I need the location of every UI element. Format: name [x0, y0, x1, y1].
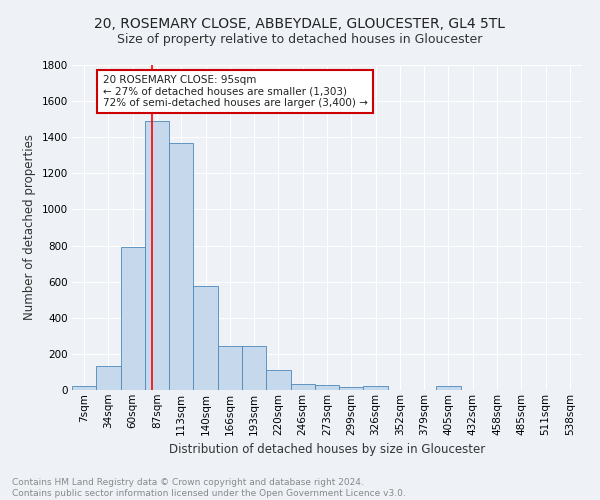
Bar: [266, 370, 290, 390]
Bar: [145, 121, 169, 390]
Bar: [436, 386, 461, 390]
Bar: [242, 346, 266, 390]
Bar: [193, 286, 218, 390]
Bar: [72, 386, 96, 390]
X-axis label: Distribution of detached houses by size in Gloucester: Distribution of detached houses by size …: [169, 443, 485, 456]
Bar: [169, 142, 193, 390]
Text: 20 ROSEMARY CLOSE: 95sqm
← 27% of detached houses are smaller (1,303)
72% of sem: 20 ROSEMARY CLOSE: 95sqm ← 27% of detach…: [103, 74, 367, 108]
Y-axis label: Number of detached properties: Number of detached properties: [23, 134, 36, 320]
Bar: [218, 346, 242, 390]
Bar: [96, 366, 121, 390]
Bar: [339, 388, 364, 390]
Text: 20, ROSEMARY CLOSE, ABBEYDALE, GLOUCESTER, GL4 5TL: 20, ROSEMARY CLOSE, ABBEYDALE, GLOUCESTE…: [95, 18, 505, 32]
Bar: [315, 386, 339, 390]
Text: Contains HM Land Registry data © Crown copyright and database right 2024.
Contai: Contains HM Land Registry data © Crown c…: [12, 478, 406, 498]
Bar: [121, 248, 145, 390]
Text: Size of property relative to detached houses in Gloucester: Size of property relative to detached ho…: [118, 32, 482, 46]
Bar: [290, 384, 315, 390]
Bar: [364, 386, 388, 390]
